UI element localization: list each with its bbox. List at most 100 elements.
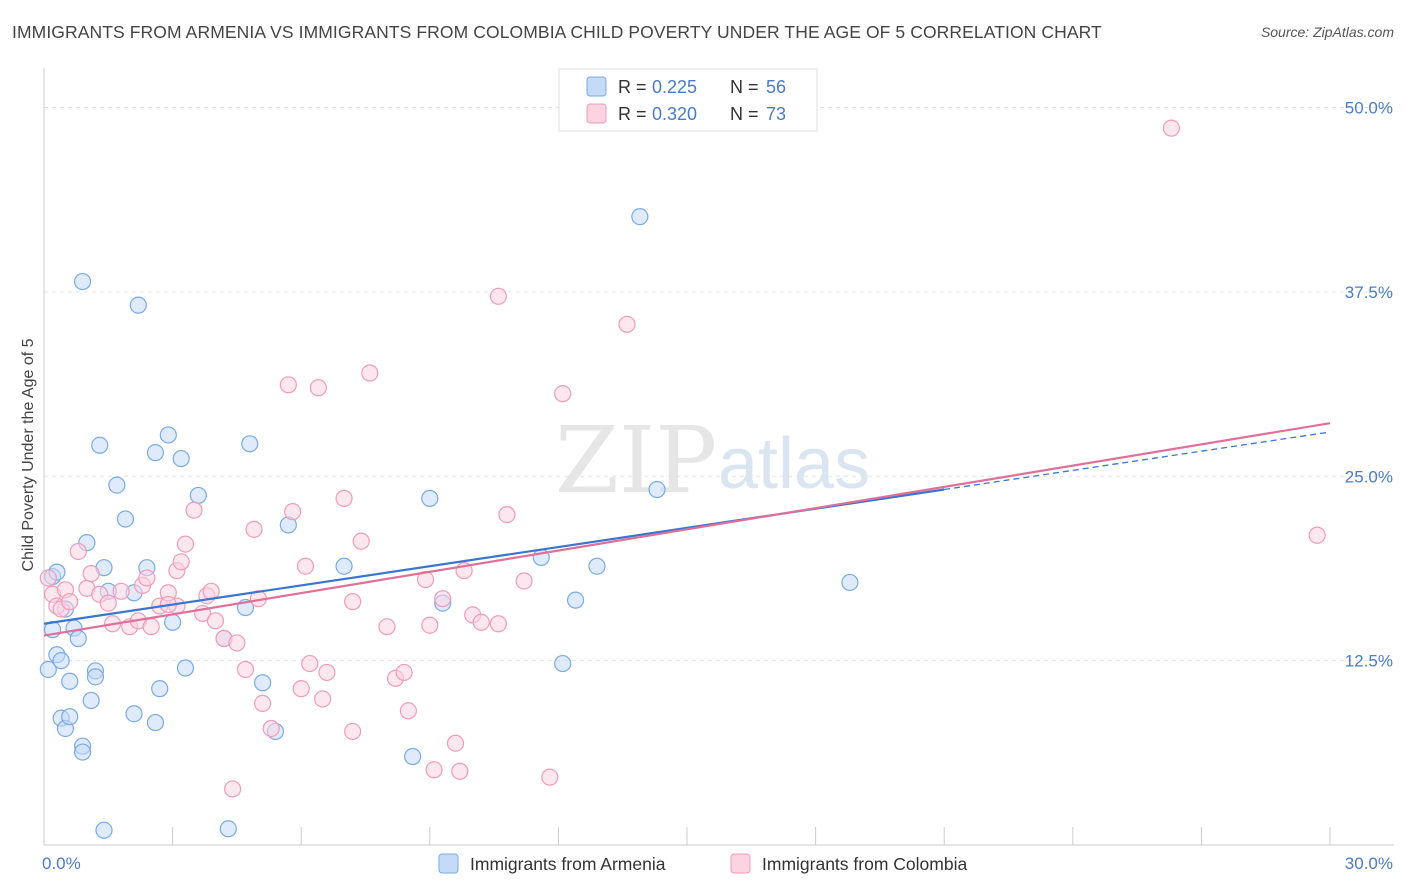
colombia-point-40	[301, 654, 319, 673]
armenia-point-15	[108, 476, 126, 494]
y-tick-label-3: 50.0%	[1345, 99, 1393, 118]
colombia-point-69	[1308, 526, 1326, 544]
legend-armenia-swatch	[438, 853, 459, 874]
armenia-point-17	[129, 296, 147, 314]
armenia-point-52	[648, 480, 666, 499]
colombia-point-67	[618, 315, 636, 333]
colombia-point-42	[314, 690, 332, 708]
legend-armenia-label: Immigrants from Armenia	[470, 854, 666, 874]
colombia-point-24	[185, 501, 203, 519]
colombia-point-45	[344, 593, 362, 611]
armenia-point-53	[841, 573, 859, 592]
colombia-point-54	[425, 761, 443, 779]
colombia-point-36	[279, 376, 297, 394]
colombia-point-61	[489, 615, 507, 633]
series-legend: Immigrants from Armenia Immigrants from …	[438, 853, 967, 874]
armenia-point-54	[95, 821, 113, 839]
x-tick-labels: 0.0% 30.0%	[42, 854, 1393, 873]
colombia-point-31	[236, 660, 255, 679]
armenia-n-value: 56	[766, 77, 786, 97]
colombia-point-8	[82, 564, 100, 583]
colombia-point-44	[335, 489, 353, 507]
y-tick-labels: 12.5% 25.0% 37.5% 50.0%	[1345, 99, 1393, 671]
armenia-point-16	[116, 510, 135, 528]
armenia-point-36	[151, 680, 169, 698]
y-axis-title: Child Poverty Under the Age of 5	[20, 338, 37, 571]
armenia-point-34	[125, 705, 143, 723]
colombia-point-46	[352, 532, 370, 550]
chart-title: IMMIGRANTS FROM ARMENIA VS IMMIGRANTS FR…	[12, 22, 1102, 42]
colombia-point-68	[1162, 119, 1180, 137]
legend-colombia-swatch	[730, 853, 751, 874]
colombia-n-value: 73	[766, 104, 786, 124]
colombia-point-0	[39, 569, 57, 587]
colombia-r-value: 0.320	[652, 104, 697, 124]
armenia-point-43	[335, 557, 353, 575]
source-credit: Source: ZipAtlas.com	[1260, 24, 1394, 40]
y-tick-label-2: 37.5%	[1345, 283, 1393, 302]
colombia-point-63	[489, 287, 507, 305]
colombia-swatch	[586, 103, 607, 124]
colombia-trendline	[43, 422, 1331, 637]
colombia-point-10	[99, 594, 117, 612]
armenia-point-4	[52, 652, 70, 670]
armenia-trendline-extension	[944, 431, 1331, 491]
colombia-point-35	[262, 719, 280, 738]
armenia-point-35	[146, 713, 165, 732]
watermark-atlas: atlas	[718, 424, 870, 504]
watermark: ZIP atlas	[555, 407, 870, 514]
armenia-point-9	[69, 629, 87, 648]
armenia-n-label: N =	[730, 77, 759, 97]
armenia-point-25	[176, 659, 195, 677]
armenia-r-value: 0.225	[652, 77, 697, 97]
armenia-point-22	[172, 449, 190, 468]
armenia-point-38	[241, 435, 259, 453]
armenia-point-7	[61, 672, 79, 690]
colombia-point-30	[228, 634, 246, 652]
colombia-point-53	[421, 616, 439, 634]
colombia-point-70	[344, 722, 362, 741]
colombia-point-17	[142, 618, 160, 636]
colombia-series	[39, 119, 1326, 798]
armenia-point-3	[39, 660, 57, 679]
colombia-point-37	[284, 503, 302, 521]
armenia-point-33	[86, 668, 105, 686]
colombia-point-22	[172, 553, 190, 571]
colombia-point-71	[224, 780, 242, 798]
armenia-point-29	[61, 708, 79, 726]
gridlines	[44, 107, 1394, 662]
colombia-point-32	[245, 520, 263, 538]
colombia-point-50	[395, 663, 413, 682]
colombia-n-label: N =	[730, 104, 759, 124]
colombia-point-51	[399, 702, 417, 720]
trendlines	[43, 422, 1331, 637]
armenia-swatch	[586, 76, 607, 97]
colombia-point-64	[515, 572, 533, 590]
armenia-point-12	[91, 436, 109, 454]
armenia-point-11	[73, 272, 92, 291]
colombia-point-38	[292, 680, 310, 698]
armenia-point-48	[554, 654, 572, 673]
armenia-point-31	[73, 743, 92, 761]
colombia-point-5	[61, 593, 79, 611]
armenia-point-55	[219, 820, 237, 838]
armenia-point-41	[254, 674, 272, 692]
colombia-point-60	[472, 613, 490, 631]
armenia-point-21	[159, 426, 177, 444]
colombia-point-55	[434, 590, 452, 608]
armenia-point-24	[189, 486, 207, 505]
colombia-point-41	[309, 379, 327, 397]
colombia-point-6	[69, 542, 87, 561]
colombia-point-12	[112, 582, 130, 600]
armenia-point-26	[82, 691, 100, 710]
axes	[43, 68, 1394, 846]
colombia-point-56	[446, 734, 465, 752]
stats-legend: R = 0.225 N = 56 R = 0.320 N = 73	[558, 68, 818, 132]
colombia-point-57	[451, 762, 469, 780]
x-tick-label-min: 0.0%	[42, 854, 81, 873]
armenia-point-23	[164, 613, 182, 631]
armenia-point-44	[421, 489, 439, 507]
colombia-point-28	[206, 612, 225, 630]
colombia-point-16	[138, 569, 156, 587]
colombia-point-34	[254, 694, 272, 713]
